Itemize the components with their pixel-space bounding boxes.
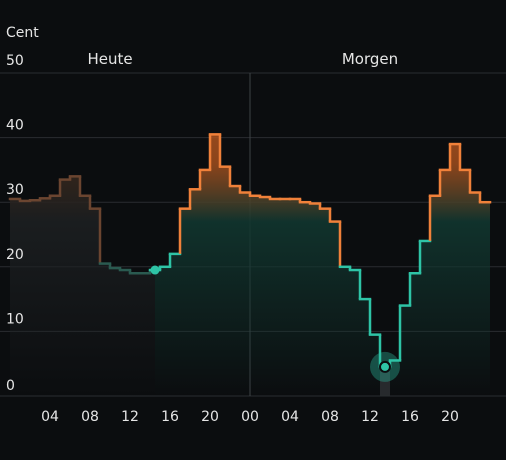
markers <box>150 265 400 396</box>
y-tick-label: 20 <box>6 247 24 263</box>
x-tick-label: 08 <box>321 409 339 425</box>
y-tick-label: 30 <box>6 182 24 198</box>
area-past <box>10 176 155 396</box>
y-tick-label: 40 <box>6 118 24 134</box>
x-tick-label: 12 <box>121 409 139 425</box>
price-line <box>8 133 492 369</box>
selected-point[interactable] <box>379 360 391 373</box>
x-tick-label: 12 <box>361 409 379 425</box>
x-tick-label: 16 <box>161 409 179 425</box>
y-tick-label: 50 <box>6 53 24 69</box>
current-time-marker <box>150 265 160 275</box>
x-tick-label: 20 <box>201 409 219 425</box>
x-tick-label: 08 <box>81 409 99 425</box>
day-label: Morgen <box>342 50 398 68</box>
x-tick-label: 16 <box>401 409 419 425</box>
axis-labels: Cent 0 10 20 30 40 50 Heute Morgen 04 08 12 16 20 00 0… <box>6 25 459 425</box>
x-tick-label: 04 <box>41 409 59 425</box>
y-tick-label: 0 <box>6 378 15 394</box>
y-axis-label: Cent <box>6 25 39 41</box>
x-tick-label: 04 <box>281 409 299 425</box>
selected-hour-band <box>380 366 390 396</box>
x-tick-label: 00 <box>241 409 259 425</box>
y-tick-label: 10 <box>6 311 24 327</box>
day-label: Heute <box>87 50 132 68</box>
area-future <box>155 134 490 396</box>
x-tick-label: 20 <box>441 409 459 425</box>
area-fill <box>10 134 490 396</box>
